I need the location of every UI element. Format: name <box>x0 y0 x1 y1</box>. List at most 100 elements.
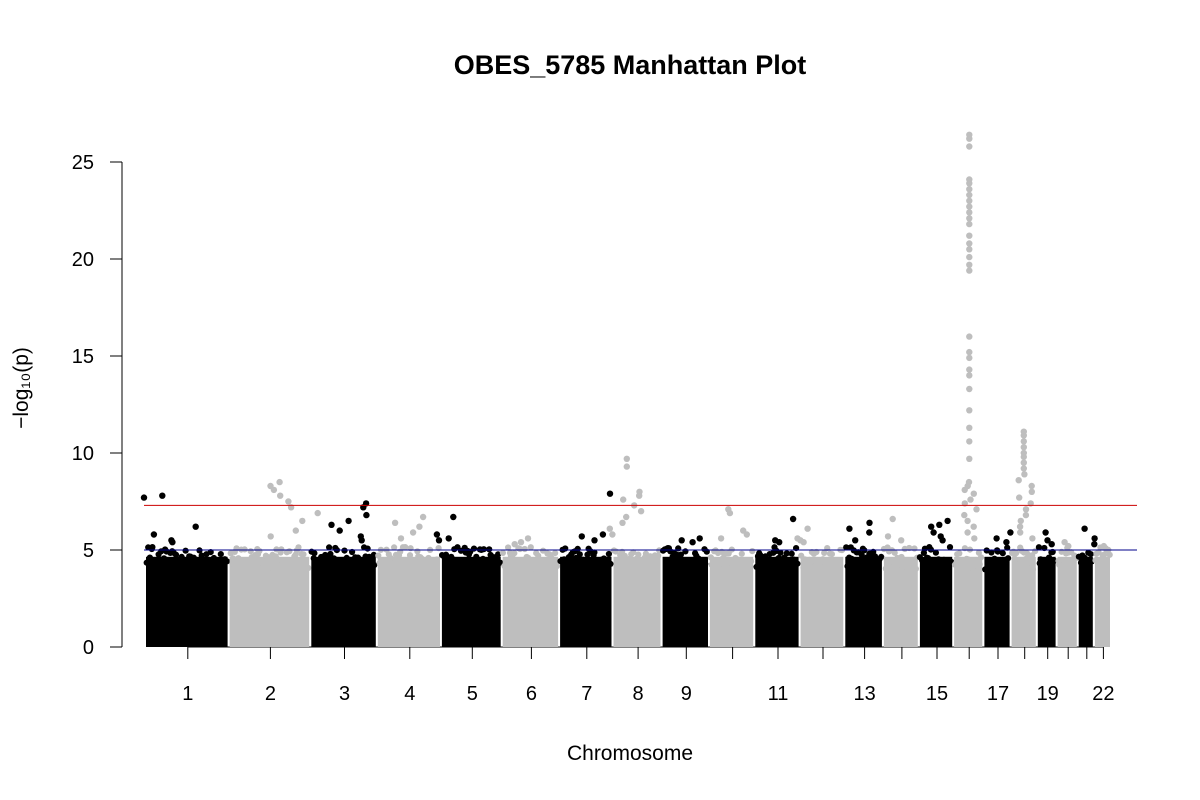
snp-point <box>965 556 972 563</box>
snp-point <box>517 539 525 546</box>
snp-point <box>768 563 775 570</box>
snp-point <box>966 354 973 362</box>
snp-point <box>418 555 425 562</box>
snp-point <box>976 561 983 568</box>
y-axis: 0 5 10 15 20 25 <box>72 152 123 659</box>
snp-point <box>1065 542 1072 550</box>
snp-point <box>966 253 973 261</box>
snp-point <box>435 537 443 544</box>
snp-point <box>904 566 911 573</box>
snp-point <box>169 539 176 546</box>
point-band <box>1078 556 1093 647</box>
snp-point <box>1016 523 1024 530</box>
snp-point <box>299 517 306 525</box>
snp-point <box>588 557 595 565</box>
snp-point <box>689 562 697 570</box>
snp-point <box>516 545 524 553</box>
snp-point <box>398 563 405 571</box>
snp-point <box>944 517 951 525</box>
snp-point <box>289 562 296 569</box>
snp-point <box>223 558 231 565</box>
snp-point <box>998 565 1005 572</box>
snp-point <box>779 561 786 568</box>
snp-point <box>966 333 973 340</box>
x-tick-label: 17 <box>987 683 1009 705</box>
snp-point <box>607 560 614 568</box>
x-tick-label: 9 <box>681 683 692 705</box>
snp-point <box>966 209 973 216</box>
snp-point <box>159 564 166 572</box>
snp-point <box>376 559 383 567</box>
snp-point <box>655 552 662 559</box>
x-axis: 1 2 3 4 5 6 7 8 9 11 13 15 17 19 22 <box>182 646 1115 705</box>
snp-point <box>345 517 352 525</box>
x-tick-label: 13 <box>853 683 875 705</box>
snp-point <box>1028 488 1036 495</box>
snp-point <box>1020 432 1027 439</box>
snp-point <box>748 558 755 565</box>
snp-point <box>675 545 682 552</box>
snp-point <box>371 562 378 569</box>
snp-point <box>419 513 427 521</box>
x-tick-label: 5 <box>467 683 478 705</box>
snp-point <box>268 564 275 571</box>
snp-point <box>1056 561 1063 568</box>
x-tick-label: 19 <box>1037 683 1059 705</box>
snp-point <box>276 478 283 486</box>
x-tick-label: 8 <box>633 683 644 705</box>
snp-point <box>606 525 613 532</box>
snp-point <box>340 566 347 573</box>
snp-point <box>1017 529 1024 536</box>
snp-point <box>1081 525 1088 532</box>
snp-point <box>201 557 208 564</box>
snp-point <box>534 557 541 564</box>
snp-point <box>354 554 362 561</box>
snp-point <box>316 560 323 567</box>
snp-point <box>446 566 453 573</box>
snp-point <box>576 551 583 558</box>
snp-point <box>450 513 457 521</box>
snp-point <box>819 556 827 563</box>
chromosome-2-points <box>227 478 321 647</box>
snp-point <box>154 565 161 572</box>
snp-point <box>984 557 991 565</box>
snp-point <box>966 143 973 150</box>
snp-point <box>736 566 743 573</box>
snp-point <box>552 550 559 557</box>
snp-point <box>1045 554 1053 561</box>
snp-point <box>210 554 217 562</box>
snp-point <box>835 564 842 572</box>
snp-point <box>159 492 166 499</box>
snp-point <box>1067 562 1074 569</box>
snp-point <box>695 555 702 562</box>
snp-point <box>406 552 414 559</box>
snp-point <box>619 519 626 526</box>
snp-point <box>941 566 948 573</box>
snp-point <box>192 523 199 530</box>
snp-point <box>375 552 382 559</box>
snp-point <box>966 455 973 462</box>
snp-point <box>165 565 172 572</box>
snp-point <box>878 553 885 561</box>
snp-point <box>966 180 973 187</box>
point-band <box>709 556 754 647</box>
snp-point <box>245 563 252 570</box>
snp-point <box>1035 544 1042 551</box>
snp-point <box>452 558 460 566</box>
snp-point <box>359 559 366 566</box>
snp-point <box>717 535 725 542</box>
point-band <box>845 556 882 647</box>
snp-point <box>1020 453 1027 461</box>
snp-point <box>624 562 631 570</box>
snp-point <box>445 535 452 542</box>
snp-point <box>1091 535 1098 542</box>
snp-point <box>858 551 865 558</box>
snp-point <box>364 545 371 552</box>
snp-point <box>753 563 760 571</box>
chromosome-3-points <box>308 500 378 647</box>
snp-point <box>966 407 973 414</box>
snp-point <box>314 509 321 517</box>
snp-point <box>1096 562 1103 569</box>
snp-point <box>591 537 598 544</box>
x-tick-label: 4 <box>404 683 415 705</box>
